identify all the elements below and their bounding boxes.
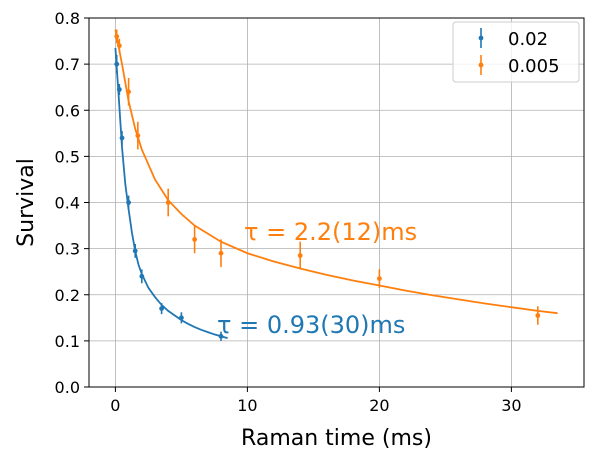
- y-axis-title: Survival: [14, 158, 39, 247]
- annotation-tau-0.005: τ = 2.2(12)ms: [244, 218, 417, 246]
- data-point-0.005: [116, 43, 122, 49]
- x-tick-label: 20: [369, 396, 389, 415]
- data-point-0.005: [192, 237, 198, 242]
- data-point-0.02: [114, 61, 120, 67]
- legend-entry-0.02: 0.02: [478, 28, 548, 50]
- data-point-0.02: [218, 333, 224, 339]
- data-point-0.02: [116, 87, 122, 92]
- legend-label-0.02: 0.02: [508, 29, 548, 50]
- data-point-0.02: [126, 200, 131, 205]
- y-tick-label: 0.0: [55, 378, 80, 397]
- fit-curve-0.005: [114, 29, 558, 315]
- data-point-0.02: [132, 248, 138, 254]
- data-point-0.005: [165, 200, 171, 205]
- annotation-tau-0.02: τ = 0.93(30)ms: [217, 311, 405, 339]
- legend: 0.02 0.005: [452, 21, 580, 83]
- data-point-0.005: [377, 276, 382, 282]
- axis-ticks: 0 10 20 30 0.0 0.1 0.2 0.3 0.4 0.5 0.6 0.7 0.8: [55, 9, 522, 415]
- data-point-0.02: [119, 135, 125, 141]
- x-tick-label: 0: [110, 396, 120, 415]
- legend-label-0.005: 0.005: [508, 56, 560, 77]
- plot-series: [114, 29, 558, 341]
- y-tick-label: 0.5: [55, 147, 80, 166]
- legend-marker-0.02: [478, 35, 484, 41]
- y-tick-label: 0.6: [55, 101, 80, 120]
- y-tick-label: 0.7: [55, 55, 80, 74]
- data-point-0.005: [126, 89, 131, 95]
- data-point-0.005: [135, 133, 141, 139]
- data-point-0.005: [114, 34, 120, 39]
- x-axis-title: Raman time (ms): [241, 426, 432, 451]
- y-tick-label: 0.1: [55, 332, 80, 351]
- data-point-0.005: [297, 253, 303, 258]
- legend-box: [452, 21, 580, 83]
- x-tick-label: 10: [237, 396, 257, 415]
- series-0.02: [114, 47, 228, 341]
- x-tick-label: 30: [501, 396, 521, 415]
- legend-marker-0.005: [478, 62, 484, 68]
- fit-curve-0.02: [114, 47, 228, 339]
- data-point-0.02: [179, 315, 184, 321]
- data-point-0.02: [159, 306, 165, 311]
- series-0.005: [114, 29, 558, 325]
- data-point-0.02: [139, 273, 145, 279]
- data-point-0.005: [218, 250, 224, 256]
- y-tick-label: 0.8: [55, 9, 80, 28]
- y-tick-label: 0.4: [55, 194, 80, 213]
- y-tick-label: 0.2: [55, 286, 80, 305]
- y-tick-label: 0.3: [55, 240, 80, 259]
- legend-entry-0.005: 0.005: [478, 55, 560, 77]
- data-point-0.005: [535, 313, 541, 318]
